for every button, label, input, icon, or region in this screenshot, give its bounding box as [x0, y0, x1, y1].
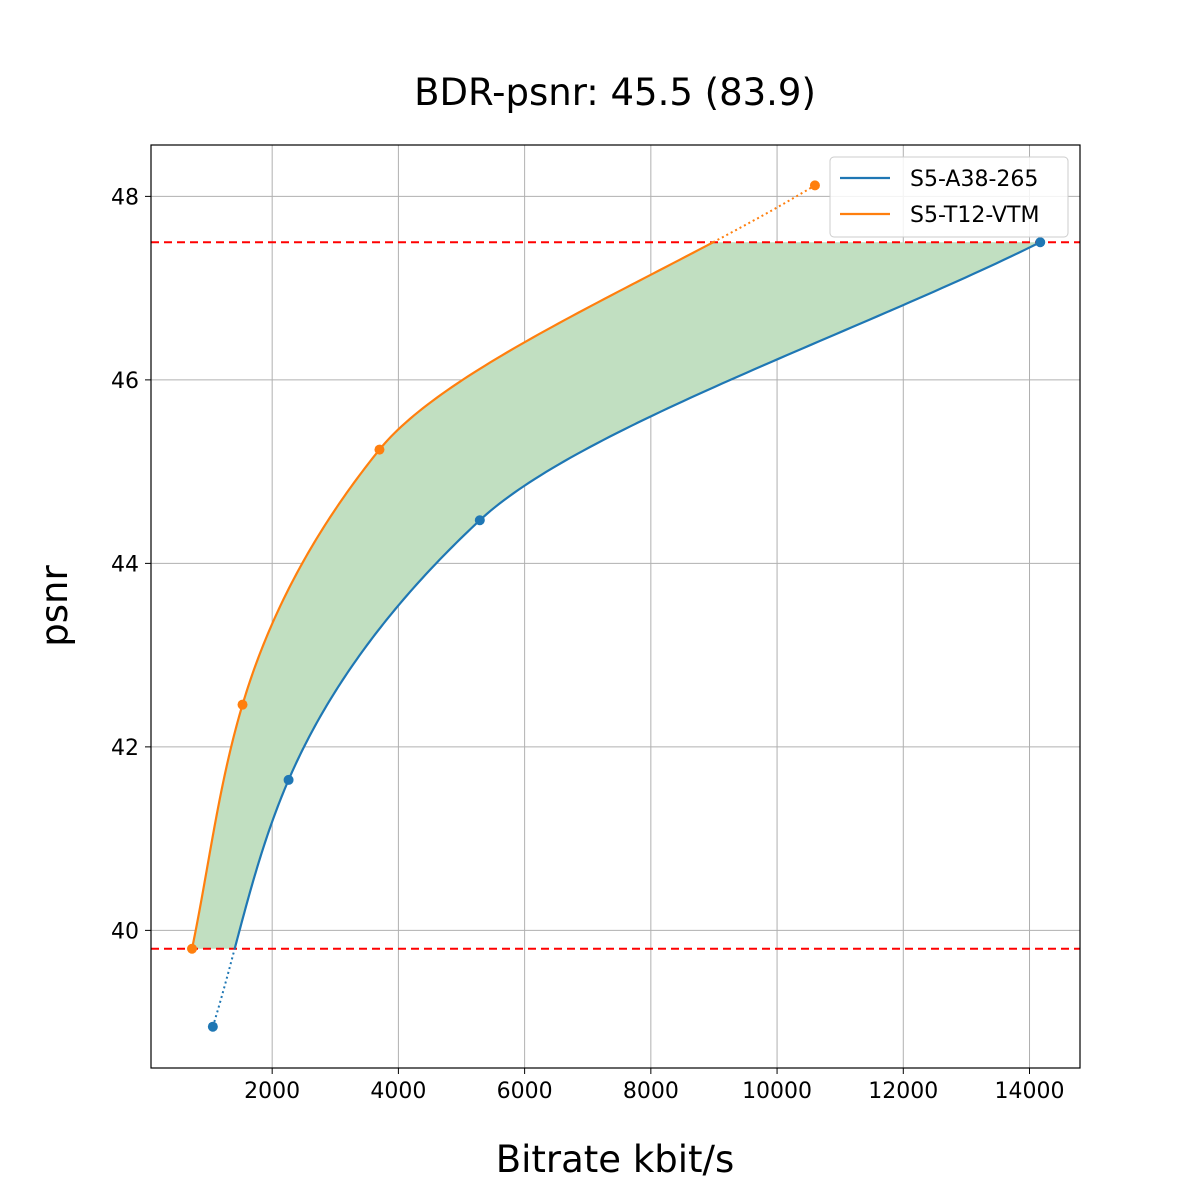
- x-tick-label: 10000: [742, 1079, 812, 1104]
- series-points: [187, 180, 1046, 1032]
- data-point: [207, 1021, 218, 1032]
- data-point: [1035, 237, 1046, 248]
- data-point: [374, 444, 385, 455]
- plot-area: [150, 144, 1081, 1069]
- y-axis-ticks: 40 42 44 46 48: [111, 185, 151, 944]
- legend: S5-A38-265 S5-T12-VTM: [829, 156, 1069, 238]
- series-lines: [190, 184, 1041, 1028]
- fill-between-area: [192, 242, 1041, 949]
- data-point: [187, 943, 198, 954]
- legend-label: S5-A38-265: [910, 167, 1038, 192]
- series-line-extrapolated: [211, 948, 236, 1028]
- chart-title: BDR-psnr: 45.5 (83.9): [414, 71, 816, 114]
- x-tick-label: 12000: [868, 1079, 938, 1104]
- reference-lines: [151, 241, 1080, 950]
- series-line: [233, 241, 1041, 950]
- data-point: [283, 774, 294, 785]
- x-tick-label: 2000: [244, 1079, 300, 1104]
- series-line-extrapolated: [712, 184, 816, 244]
- y-tick-label: 40: [111, 919, 139, 944]
- x-tick-label: 8000: [623, 1079, 679, 1104]
- x-axis-title: Bitrate kbit/s: [496, 1138, 735, 1181]
- y-tick-label: 46: [111, 369, 139, 394]
- x-tick-label: 14000: [995, 1079, 1065, 1104]
- plot-frame: [150, 144, 1081, 1069]
- data-point: [809, 180, 820, 191]
- y-tick-label: 44: [111, 552, 139, 577]
- x-axis-ticks: 2000 4000 6000 8000 10000 12000 14000: [244, 1068, 1065, 1104]
- data-point: [237, 699, 248, 710]
- y-tick-label: 42: [111, 736, 139, 761]
- legend-label: S5-T12-VTM: [910, 203, 1039, 228]
- series-line: [190, 241, 714, 949]
- x-tick-label: 6000: [497, 1079, 553, 1104]
- y-tick-label: 48: [111, 185, 139, 210]
- x-tick-label: 4000: [370, 1079, 426, 1104]
- y-axis-title: psnr: [33, 565, 76, 647]
- data-point: [474, 515, 485, 526]
